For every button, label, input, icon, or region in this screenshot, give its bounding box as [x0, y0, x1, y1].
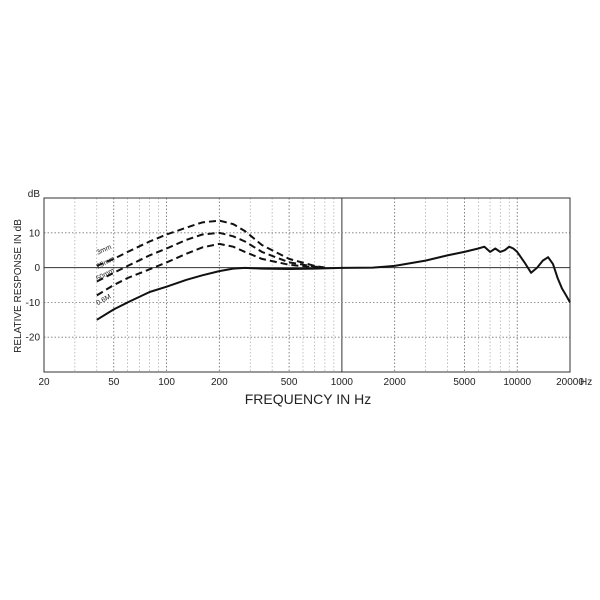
x-tick-label: 5000 [453, 377, 476, 388]
x-tick-label: 20 [38, 377, 50, 388]
series-lines [96, 219, 571, 321]
x-tick-label: 2000 [384, 377, 407, 388]
x-axis-title: FREQUENCY IN Hz [245, 391, 372, 407]
x-tick-label: 20000 [556, 377, 584, 388]
y-tick-label: -20 [26, 333, 41, 344]
y-axis-title: RELATIVE RESPONSE IN dB [13, 219, 24, 353]
x-tick-label: 10000 [503, 377, 531, 388]
x-tick-label: 1000 [331, 377, 354, 388]
plot-frame [43, 197, 571, 373]
y-unit-label: dB [28, 189, 41, 200]
plot-border [43, 197, 571, 373]
x-tick-label: 500 [281, 377, 298, 388]
series-line-25mm [96, 231, 325, 283]
x-tick-label: 100 [158, 377, 175, 388]
series-label: 25mm [96, 255, 117, 270]
x-unit-suffix: Hz [580, 377, 592, 388]
series-line-50mm [96, 242, 325, 297]
grid-lines [44, 198, 570, 372]
series-label: 3mm [96, 244, 113, 257]
series-line-0-6m [96, 245, 571, 321]
x-tick-label: 200 [211, 377, 228, 388]
y-tick-label: -10 [26, 298, 41, 309]
x-tick-label: 50 [108, 377, 120, 388]
series-line-3mm [96, 219, 326, 269]
y-tick-label: 10 [29, 228, 41, 239]
y-tick-label: 0 [34, 263, 40, 274]
